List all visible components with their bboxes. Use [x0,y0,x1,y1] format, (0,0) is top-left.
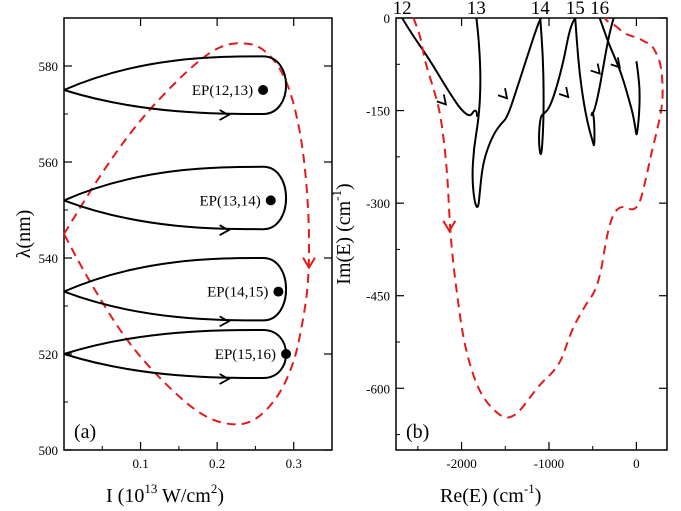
a-ep-point [265,195,276,206]
a-loop-arrow [219,224,231,236]
a-ep-label: EP(12,13) [192,83,253,99]
b-xtick-label: -2000 [446,456,476,471]
b-top-label: 16 [590,0,609,19]
a-xtick-label: 0.3 [286,456,302,471]
b-curve-arrow [590,63,601,75]
b-top-label: 13 [467,0,486,19]
panel-b-label: (b) [406,421,429,443]
panel-a-x-axis-title: I (1013 W/cm2) [106,481,224,507]
b-red-arrow [442,220,457,233]
a-ep-point [281,349,292,359]
b-top-label: 14 [531,0,551,19]
b-eigen-curve [574,17,615,147]
panel-b-x-axis-title: Re(E) (cm-1) [440,481,541,507]
b-curve-arrow [610,57,621,69]
b-xtick-label: -1000 [534,456,564,471]
a-ep-loop [63,256,288,322]
b-eigen-curve [598,17,641,136]
b-eigen-curve [471,17,542,209]
a-ytick-label: 540 [39,251,59,266]
a-red-arrow [302,257,316,270]
a-ep-label: EP(15,16) [215,347,276,363]
panel-b-y-axis-title: Im(E) (cm-1) [329,183,355,284]
b-ytick-label: -450 [366,289,390,304]
panel-a: EP(12,13) EP(13,14) EP(14,15) EP(15,16) 0.1… [13,17,333,507]
panel-a-y-axis-title: λ(nm) [13,210,35,259]
b-curve-arrow [497,88,509,100]
a-ytick-label: 520 [39,347,59,362]
a-ep-point [273,286,284,297]
panel-a-label: (a) [74,421,96,443]
b-eigen-curve [538,17,577,156]
a-ep-point [258,85,269,95]
a-loop-arrow [219,373,231,385]
panel-b-frame [395,17,668,451]
panel-b: -2000 -1000 00-150-300-450-600 12 13 14 15 16 … [329,0,668,507]
a-ytick-label: 580 [39,59,59,74]
b-curve-arrow [558,86,570,99]
a-ep-loop [63,165,288,231]
a-xtick-label: 0.2 [209,456,225,471]
b-red-dashed-curve [412,17,664,419]
a-ep-loop [63,55,287,116]
b-top-label: 12 [393,0,412,19]
b-xtick-label: 0 [633,456,640,471]
a-red-dashed-loop [63,42,311,426]
a-ytick-label: 500 [39,443,59,458]
b-ytick-label: -300 [366,196,390,211]
b-top-label: 15 [566,0,585,19]
a-ep-label: EP(13,14) [199,193,260,209]
a-ytick-label: 560 [39,155,59,170]
a-xtick-label: 0.1 [132,456,148,471]
b-ytick-label: -600 [366,381,390,396]
b-ytick-label: -150 [366,104,390,119]
b-ytick-label: 0 [384,11,391,26]
a-loop-arrow [219,109,231,121]
a-ep-label: EP(14,15) [207,285,268,301]
b-curve-arrow [436,94,448,106]
b-eigen-curve [401,17,479,117]
a-loop-arrow [219,315,231,328]
